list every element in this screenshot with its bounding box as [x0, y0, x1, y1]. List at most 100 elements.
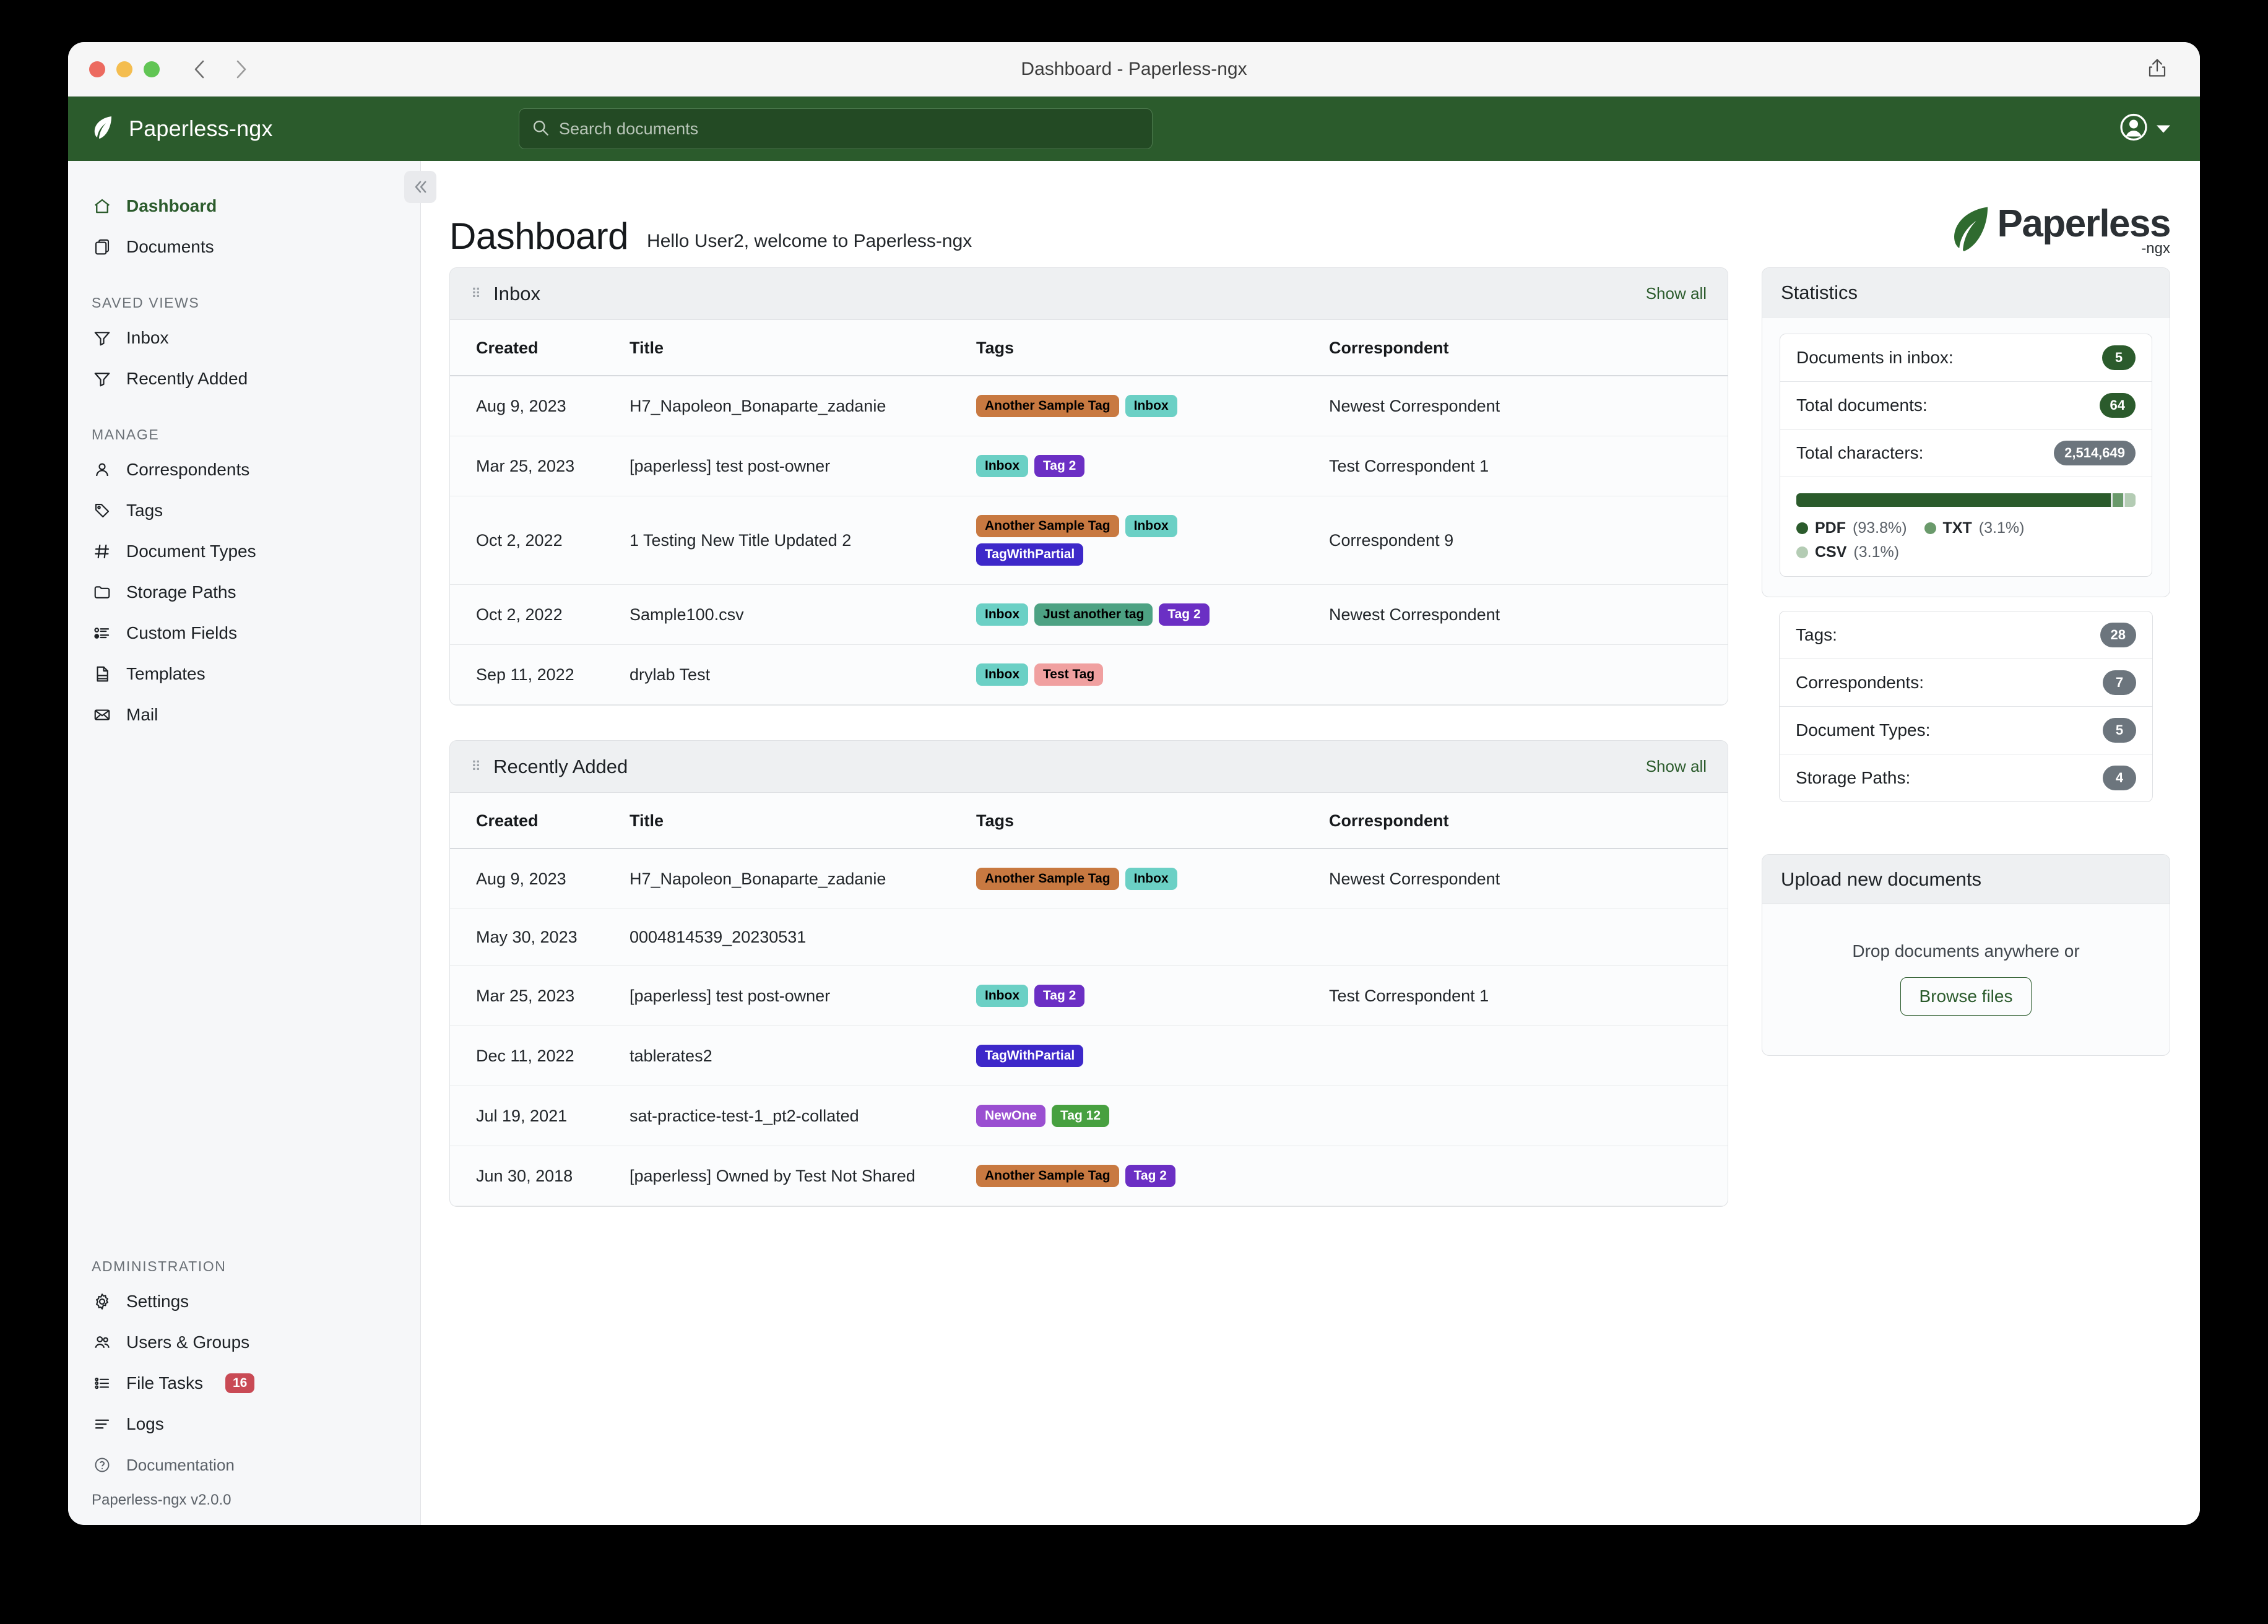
tag-pill[interactable]: Another Sample Tag: [976, 395, 1119, 417]
user-menu[interactable]: [2119, 113, 2170, 145]
column-header-title[interactable]: Title: [630, 793, 976, 849]
sidebar-item-mail[interactable]: Mail: [68, 694, 420, 735]
cell-correspondent[interactable]: Test Correspondent 1: [1329, 436, 1728, 496]
tag-pill[interactable]: Inbox: [976, 455, 1028, 477]
recently-added-show-all-link[interactable]: Show all: [1645, 757, 1707, 775]
table-row[interactable]: Jun 30, 2018 [paperless] Owned by Test No…: [450, 1146, 1728, 1206]
cell-correspondent[interactable]: Test Correspondent 1: [1329, 965, 1728, 1026]
drag-handle-icon[interactable]: ⠿: [471, 758, 483, 774]
upload-drop-text: Drop documents anywhere or: [1852, 941, 2080, 961]
cell-title[interactable]: drylab Test: [630, 644, 976, 705]
cell-title[interactable]: [paperless] test post-owner: [630, 436, 976, 496]
tag-pill[interactable]: Tag 2: [1034, 455, 1085, 477]
table-row[interactable]: Aug 9, 2023 H7_Napoleon_Bonaparte_zadanie…: [450, 376, 1728, 436]
minimize-window-button[interactable]: [116, 61, 132, 77]
column-header-correspondent[interactable]: Correspondent: [1329, 320, 1728, 376]
tag-pill[interactable]: TagWithPartial: [976, 543, 1084, 566]
share-icon[interactable]: [2148, 58, 2166, 80]
cell-correspondent[interactable]: Correspondent 9: [1329, 496, 1728, 585]
brand-area[interactable]: Paperless-ngx: [90, 114, 437, 144]
tag-pill[interactable]: Another Sample Tag: [976, 868, 1119, 890]
table-row[interactable]: Dec 11, 2022 tablerates2 TagWithPartial: [450, 1026, 1728, 1086]
sidebar-item-correspondents[interactable]: Correspondents: [68, 449, 420, 490]
cell-title[interactable]: [paperless] Owned by Test Not Shared: [630, 1146, 976, 1206]
cell-title[interactable]: H7_Napoleon_Bonaparte_zadanie: [630, 376, 976, 436]
back-icon[interactable]: [192, 59, 208, 80]
tag-pill[interactable]: Inbox: [1125, 868, 1177, 890]
close-window-button[interactable]: [89, 61, 105, 77]
sidebar-item-templates[interactable]: Templates: [68, 654, 420, 694]
drag-handle-icon[interactable]: ⠿: [471, 285, 483, 301]
sidebar-item-storage-paths[interactable]: Storage Paths: [68, 572, 420, 613]
sidebar-section-saved-views: SAVED VIEWS: [92, 295, 200, 311]
cell-correspondent[interactable]: [1329, 1026, 1728, 1086]
column-header-created[interactable]: Created: [450, 793, 630, 849]
search-input[interactable]: [559, 119, 1140, 139]
chevron-down-icon[interactable]: [2157, 125, 2170, 132]
sidebar-item-inbox[interactable]: Inbox: [68, 317, 420, 358]
table-row[interactable]: May 30, 2023 0004814539_20230531: [450, 909, 1728, 966]
cell-correspondent[interactable]: [1329, 1146, 1728, 1206]
tag-pill[interactable]: Tag 2: [1159, 603, 1210, 626]
cell-title[interactable]: [paperless] test post-owner: [630, 965, 976, 1026]
table-row[interactable]: Mar 25, 2023 [paperless] test post-owner I…: [450, 965, 1728, 1026]
tag-pill[interactable]: Tag 2: [1125, 1165, 1175, 1187]
tag-pill[interactable]: Tag 12: [1052, 1105, 1109, 1127]
tag-pill[interactable]: Just another tag: [1034, 603, 1153, 626]
table-row[interactable]: Oct 2, 2022 1 Testing New Title Updated 2…: [450, 496, 1728, 585]
cell-correspondent[interactable]: Newest Correspondent: [1329, 849, 1728, 909]
tag-pill[interactable]: Tag 2: [1034, 985, 1085, 1007]
sidebar-collapse-button[interactable]: [404, 171, 436, 203]
cell-correspondent[interactable]: Newest Correspondent: [1329, 376, 1728, 436]
cell-title[interactable]: 0004814539_20230531: [630, 909, 976, 966]
sidebar-item-dashboard[interactable]: Dashboard: [68, 186, 420, 227]
sidebar-item-custom-fields[interactable]: Custom Fields: [68, 613, 420, 654]
tag-pill[interactable]: Another Sample Tag: [976, 1165, 1119, 1187]
tag-pill[interactable]: Inbox: [1125, 515, 1177, 537]
sidebar-item-documents[interactable]: Documents: [68, 227, 420, 267]
cell-title[interactable]: 1 Testing New Title Updated 2: [630, 496, 976, 585]
tag-pill[interactable]: Test Tag: [1034, 663, 1104, 686]
column-header-correspondent[interactable]: Correspondent: [1329, 793, 1728, 849]
cell-title[interactable]: tablerates2: [630, 1026, 976, 1086]
sidebar-item-tags[interactable]: Tags: [68, 490, 420, 531]
table-row[interactable]: Oct 2, 2022 Sample100.csv Inbox Just anothe…: [450, 584, 1728, 645]
sidebar-item-recently-added[interactable]: Recently Added: [68, 358, 420, 399]
tag-pill[interactable]: NewOne: [976, 1105, 1046, 1127]
forward-icon[interactable]: [233, 59, 249, 80]
cell-title[interactable]: Sample100.csv: [630, 584, 976, 645]
tag-pill[interactable]: Inbox: [1125, 395, 1177, 417]
sidebar-item-label: Documentation: [126, 1455, 235, 1474]
column-header-title[interactable]: Title: [630, 320, 976, 376]
global-search[interactable]: [519, 108, 1153, 149]
sidebar-item-users-groups[interactable]: Users & Groups: [68, 1322, 420, 1363]
cell-correspondent[interactable]: Newest Correspondent: [1329, 584, 1728, 645]
tag-pill[interactable]: Another Sample Tag: [976, 515, 1119, 537]
sidebar-item-logs[interactable]: Logs: [68, 1404, 420, 1445]
browse-files-button[interactable]: Browse files: [1900, 977, 2032, 1016]
tag-pill[interactable]: Inbox: [976, 985, 1028, 1007]
cell-correspondent[interactable]: [1329, 1086, 1728, 1146]
column-header-tags[interactable]: Tags: [976, 793, 1329, 849]
sidebar-item-settings[interactable]: Settings: [68, 1281, 420, 1322]
maximize-window-button[interactable]: [144, 61, 160, 77]
cell-correspondent[interactable]: [1329, 909, 1728, 966]
tag-pill[interactable]: TagWithPartial: [976, 1045, 1084, 1067]
tag-pill[interactable]: Inbox: [976, 663, 1028, 686]
upload-widget[interactable]: Upload new documents Drop documents anyw…: [1762, 854, 2170, 1056]
inbox-show-all-link[interactable]: Show all: [1645, 284, 1707, 303]
cell-title[interactable]: H7_Napoleon_Bonaparte_zadanie: [630, 849, 976, 909]
cell-title[interactable]: sat-practice-test-1_pt2-collated: [630, 1086, 976, 1146]
table-row[interactable]: Jul 19, 2021 sat-practice-test-1_pt2-coll…: [450, 1086, 1728, 1146]
table-row[interactable]: Mar 25, 2023 [paperless] test post-owner I…: [450, 436, 1728, 496]
sidebar-item-file-tasks[interactable]: File Tasks 16: [68, 1363, 420, 1404]
table-row[interactable]: Aug 9, 2023 H7_Napoleon_Bonaparte_zadanie…: [450, 849, 1728, 909]
upload-dropzone[interactable]: Drop documents anywhere or Browse files: [1762, 904, 2170, 1055]
cell-correspondent[interactable]: [1329, 644, 1728, 705]
tag-pill[interactable]: Inbox: [976, 603, 1028, 626]
sidebar-item-documentation[interactable]: Documentation: [68, 1445, 420, 1485]
column-header-created[interactable]: Created: [450, 320, 630, 376]
sidebar-item-document-types[interactable]: Document Types: [68, 531, 420, 572]
table-row[interactable]: Sep 11, 2022 drylab Test Inbox Test Tag: [450, 644, 1728, 705]
column-header-tags[interactable]: Tags: [976, 320, 1329, 376]
